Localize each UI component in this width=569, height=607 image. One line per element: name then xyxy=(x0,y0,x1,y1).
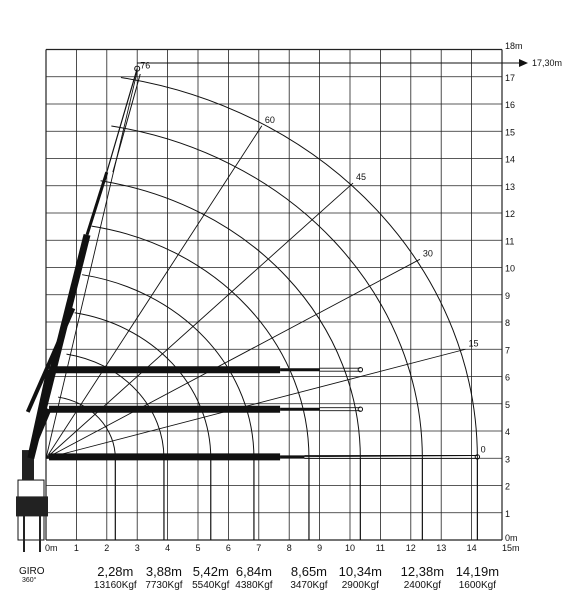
outreach-arc xyxy=(91,225,310,459)
angle-label: 15 xyxy=(469,338,479,348)
y-tick-label: 5 xyxy=(505,400,510,410)
y-axis-end-label: 18m xyxy=(505,41,523,51)
load-value: 3470Kgf xyxy=(290,580,327,591)
y-tick-label: 17 xyxy=(505,73,515,83)
load-value: 13160Kgf xyxy=(94,580,137,591)
angle-label: 60 xyxy=(265,115,275,125)
max-height-arrowhead xyxy=(519,59,528,67)
load-value: 5540Kgf xyxy=(192,580,229,591)
outreach-arcs xyxy=(57,76,478,459)
reach-value: 6,84m xyxy=(236,564,272,579)
horizontal-boom-end xyxy=(357,406,364,412)
boom-cylinder xyxy=(25,307,76,413)
x-tick-label: 11 xyxy=(376,543,385,553)
boom-extension xyxy=(85,171,109,236)
angle-ray xyxy=(45,182,354,459)
x-tick-label: 9 xyxy=(317,543,322,553)
angle-label: 0 xyxy=(481,445,486,455)
y-tick-label: 13 xyxy=(505,182,515,192)
y-tick-label: 12 xyxy=(505,209,515,219)
reach-value: 10,34m xyxy=(339,564,382,579)
y-tick-label: 16 xyxy=(505,100,515,110)
rotation-value: 360° xyxy=(22,576,37,584)
x-axis-end-label: 15m xyxy=(502,543,520,553)
y-tick-label: 8 xyxy=(505,318,510,328)
x-tick-label: 7 xyxy=(256,543,261,553)
load-value: 2900Kgf xyxy=(342,580,379,591)
y-tick-label: 14 xyxy=(505,155,515,165)
x-tick-label: 6 xyxy=(226,543,231,553)
y-tick-label: 3 xyxy=(505,454,510,464)
crane-silhouette xyxy=(16,65,481,552)
y-tick-label: 9 xyxy=(505,291,510,301)
y-tick-label: 11 xyxy=(505,236,514,246)
reach-value: 2,28m xyxy=(97,564,133,579)
horizontal-boom-link xyxy=(28,369,52,454)
angle-ray xyxy=(45,125,263,459)
load-value: 2400Kgf xyxy=(404,580,441,591)
outreach-arc xyxy=(74,312,212,459)
load-value: 7730Kgf xyxy=(145,580,182,591)
x-tick-label: 10 xyxy=(345,543,355,553)
max-height-label: 17,30m xyxy=(532,58,562,68)
outreach-arc xyxy=(57,396,116,459)
y-tick-label: 15 xyxy=(505,127,515,137)
y-tick-label: 6 xyxy=(505,373,510,383)
reach-value: 14,19m xyxy=(456,564,499,579)
outreach-arc xyxy=(120,76,478,459)
load-value: 1600Kgf xyxy=(459,580,496,591)
angle-ray xyxy=(45,71,138,459)
x-tick-label: 12 xyxy=(406,543,416,553)
boom-extension-tip xyxy=(112,73,141,173)
angle-label: 76 xyxy=(140,60,150,70)
reach-value: 3,88m xyxy=(146,564,182,579)
x-tick-label: 1 xyxy=(74,543,79,553)
load-value: 4380Kgf xyxy=(235,580,272,591)
y-tick-label: 2 xyxy=(505,482,510,492)
load-reach-lines xyxy=(114,458,478,540)
angle-label: 30 xyxy=(423,248,433,258)
x-tick-label: 13 xyxy=(436,543,446,553)
reach-value: 12,38m xyxy=(401,564,444,579)
angle-ray xyxy=(45,348,466,459)
crane-base-block xyxy=(16,496,48,517)
boom-tip xyxy=(134,65,141,72)
y-tick-label: 4 xyxy=(505,427,510,437)
y-tick-label: 7 xyxy=(505,345,510,355)
angle-ray xyxy=(45,258,421,459)
boom-angle-rays xyxy=(45,71,478,459)
x-tick-label: 5 xyxy=(195,543,200,553)
outreach-arc xyxy=(100,180,361,459)
angle-label: 45 xyxy=(356,172,366,182)
reach-value: 5,42m xyxy=(193,564,229,579)
y-tick-label: 1 xyxy=(505,509,510,519)
x-tick-label: 2 xyxy=(104,543,109,553)
outreach-arc xyxy=(111,125,423,459)
y-axis-start-label: 0m xyxy=(505,533,518,543)
x-tick-label: 4 xyxy=(165,543,170,553)
labels: 1 2 3 4 5 6 7 8 9 10 11 12 13 14123456789101112131415… xyxy=(74,60,515,591)
boom-extension-tip xyxy=(106,68,138,173)
x-tick-label: 14 xyxy=(467,543,477,553)
x-tick-label: 8 xyxy=(287,543,292,553)
rotation-label: GIRO xyxy=(19,566,45,577)
outreach-arc xyxy=(82,274,255,459)
y-tick-label: 10 xyxy=(505,264,515,274)
x-tick-label: 3 xyxy=(135,543,140,553)
horizontal-boom-end xyxy=(357,366,364,373)
outreach-arc xyxy=(66,353,165,459)
x-axis-start-label: 0m xyxy=(45,543,58,553)
reach-value: 8,65m xyxy=(291,564,327,579)
